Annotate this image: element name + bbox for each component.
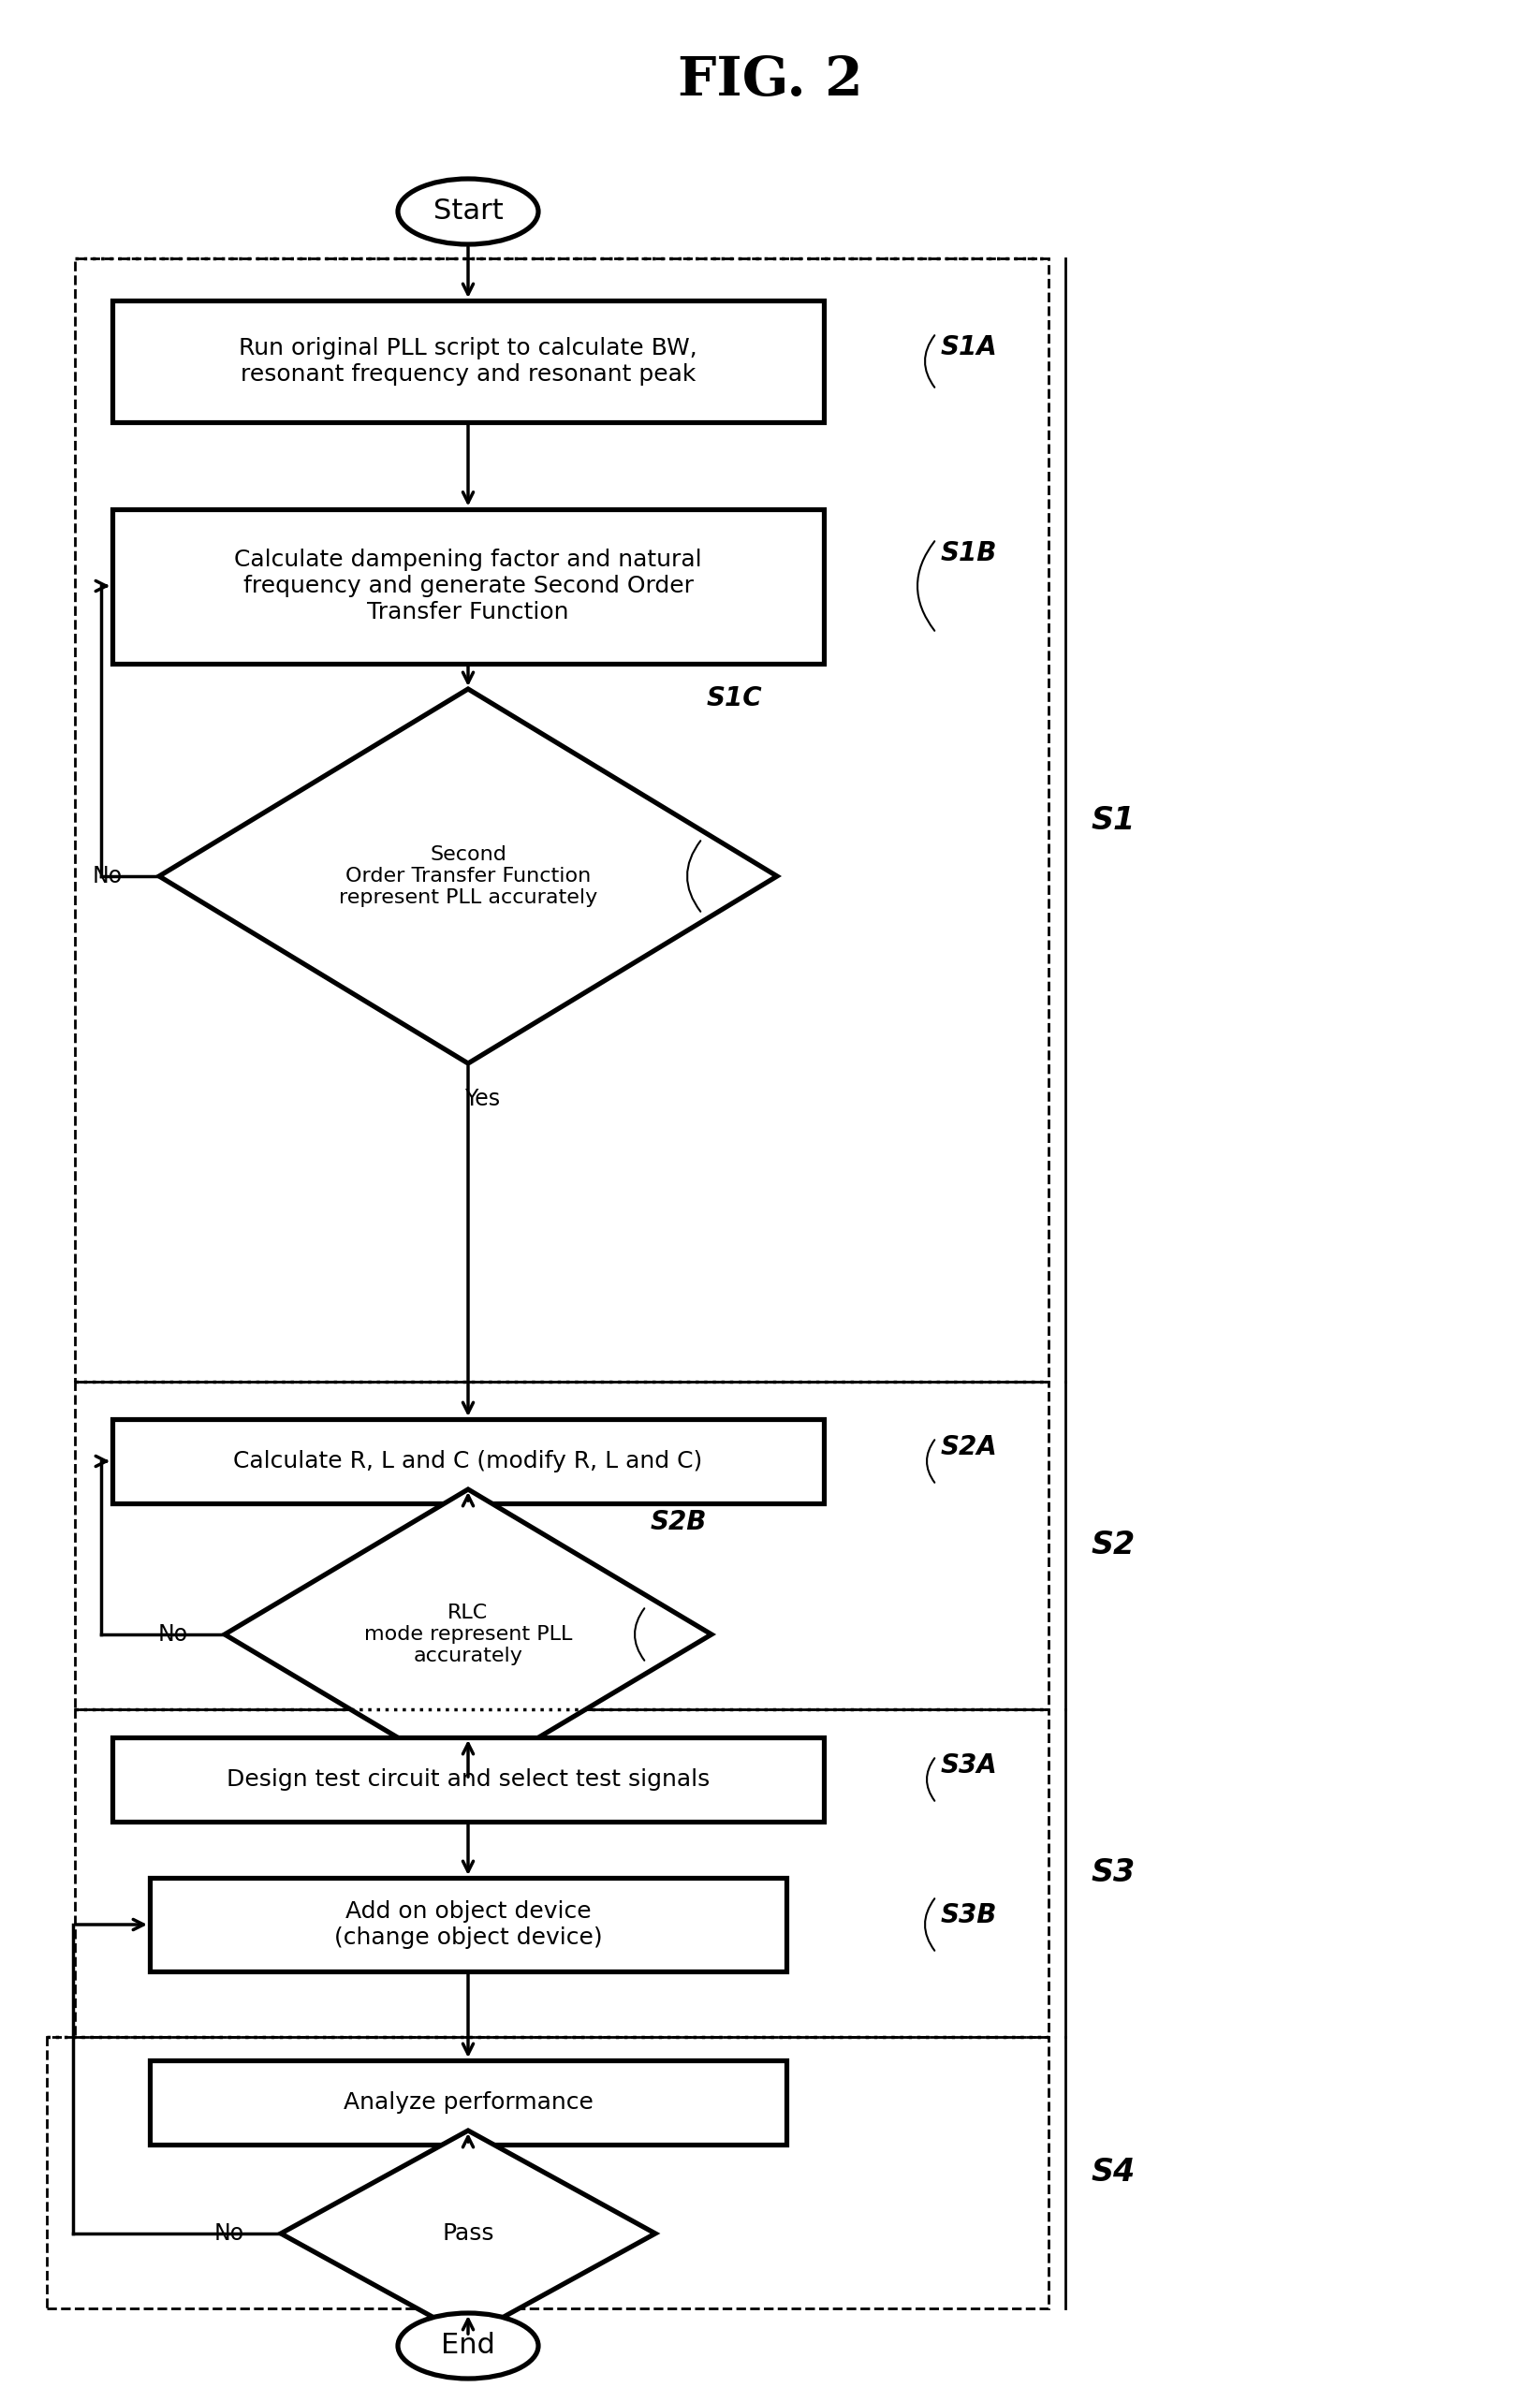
Text: S3: S3 [1090,1857,1135,1888]
Text: Design test circuit and select test signals: Design test circuit and select test sign… [226,1768,710,1792]
Text: FIG. 2: FIG. 2 [678,55,862,106]
Text: Calculate R, L and C (modify R, L and C): Calculate R, L and C (modify R, L and C) [234,1451,702,1472]
Text: S4: S4 [1090,2157,1135,2188]
Bar [112,1420,824,1504]
Text: S3B: S3B [941,1902,998,1929]
Bar [75,1710,1049,2037]
Text: S1C: S1C [707,685,762,711]
Ellipse shape [397,2313,539,2378]
Text: Analyze performance: Analyze performance [343,2092,593,2114]
Text: RLC
mode represent PLL
accurately: RLC mode represent PLL accurately [363,1602,573,1665]
Text: Yes: Yes [464,1802,500,1823]
Bar [112,1737,824,1821]
Text: No: No [92,865,123,886]
Text: Yes: Yes [464,2354,500,2376]
Bar [75,1381,1049,1710]
Text: Add on object device
(change object device): Add on object device (change object devi… [334,1900,602,1948]
Bar [149,1878,787,1972]
Text: S2A: S2A [941,1434,998,1460]
Bar [112,300,824,423]
Text: Run original PLL script to calculate BW,
resonant frequency and resonant peak: Run original PLL script to calculate BW,… [239,336,698,387]
Text: No: No [159,1624,188,1645]
Bar [46,2037,1049,2308]
Text: Calculate dampening factor and natural
frequency and generate Second Order
Trans: Calculate dampening factor and natural f… [234,548,702,622]
Text: S3A: S3A [941,1753,998,1777]
Text: No: No [214,2222,245,2246]
Text: End: End [440,2332,496,2359]
Polygon shape [280,2131,656,2337]
Text: S1B: S1B [941,540,998,567]
Text: S1A: S1A [941,334,998,360]
Polygon shape [225,1489,711,1780]
Ellipse shape [397,178,539,245]
Text: Second
Order Transfer Function
represent PLL accurately: Second Order Transfer Function represent… [339,846,598,908]
Text: Pass: Pass [442,2222,494,2246]
Text: S2B: S2B [650,1508,707,1535]
Text: S2: S2 [1090,1530,1135,1561]
Bar [112,509,824,663]
Text: Yes: Yes [464,1088,500,1110]
Bar [149,2061,787,2145]
Text: Start: Start [433,197,504,226]
Bar [75,259,1049,1381]
Polygon shape [159,689,778,1064]
Text: S1: S1 [1090,805,1135,836]
